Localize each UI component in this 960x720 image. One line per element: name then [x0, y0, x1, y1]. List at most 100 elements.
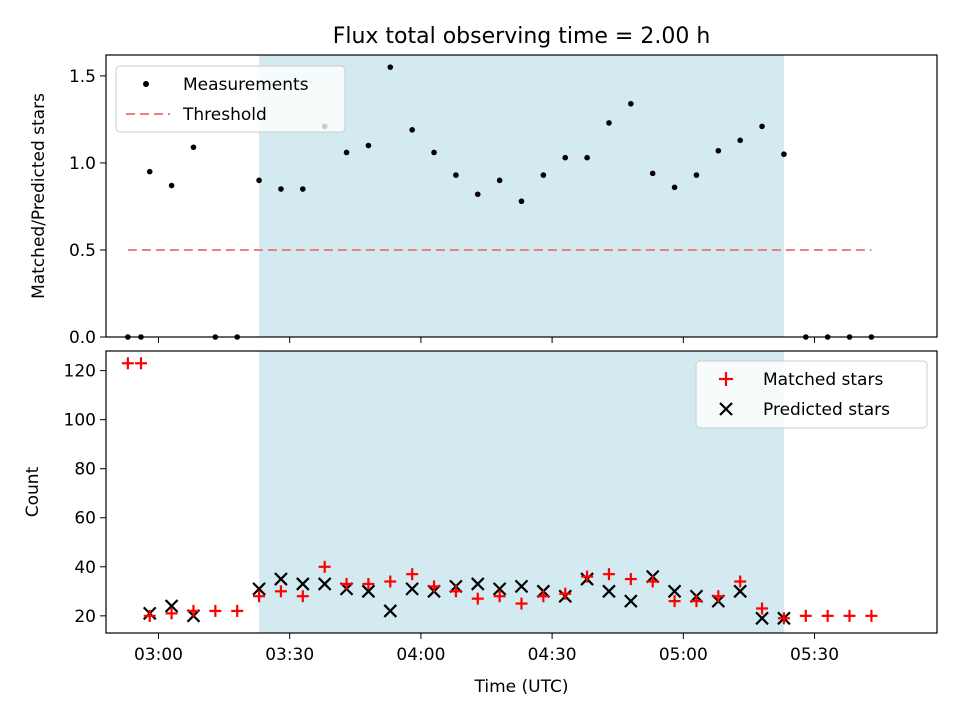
top-axes-frame [105, 54, 938, 338]
matched-stars-point [384, 575, 397, 588]
predicted-stars-point [317, 577, 332, 591]
y-tick-label: 120 [64, 362, 96, 382]
x-tick-label: 03:00 [134, 645, 183, 665]
matched-stars-point [602, 568, 615, 581]
measurement-point [518, 198, 525, 205]
top-y-axis-label: Matched/Predicted stars [29, 93, 49, 299]
bottom-legend: Matched stars Predicted stars [695, 360, 928, 429]
matched-stars-point [274, 585, 287, 598]
bottom-y-ticks: 20 40 60 80 100 120 [64, 362, 106, 627]
bottom-y-axis-label: Count [23, 466, 43, 517]
x-tick-label: 04:00 [396, 645, 445, 665]
legend-measurements-label: Measurements [183, 75, 309, 95]
matched-stars-point [624, 573, 637, 586]
measurement-point [474, 191, 481, 198]
matched-stars-point [537, 590, 550, 603]
matched-stars-point [253, 590, 266, 603]
measurement-point [693, 172, 700, 178]
matched-stars-point [406, 568, 419, 581]
measurement-point [628, 100, 634, 107]
measurement-point [781, 151, 787, 158]
measurement-point [671, 184, 678, 191]
predicted-stars-point [470, 577, 485, 591]
predicted-stars-point [296, 577, 310, 591]
matched-stars-point [296, 590, 309, 603]
matched-stars-point [821, 609, 834, 622]
top-observing-span [259, 55, 784, 337]
predicted-stars-point [492, 582, 507, 596]
matched-stars-point [318, 560, 331, 573]
bottom-legend-box [695, 360, 928, 429]
x-tick-label: 05:00 [659, 645, 708, 665]
predicted-stars-point [252, 582, 266, 596]
matched-stars-point [121, 357, 134, 370]
measurement-point [256, 177, 262, 184]
y-tick-label: 60 [74, 509, 96, 529]
matched-stars-points [121, 357, 878, 625]
matched-stars-point [734, 575, 747, 588]
measurement-point [190, 144, 197, 151]
legend-matched-marker [719, 372, 733, 386]
x-axis-label: Time (UTC) [474, 677, 569, 697]
measurement-point [146, 168, 153, 175]
legend-predicted-label: Predicted stars [763, 400, 890, 420]
matched-stars-point [493, 590, 506, 603]
matched-stars-point [777, 612, 790, 625]
predicted-stars-point [667, 584, 682, 599]
matched-stars-point [646, 575, 659, 588]
matched-stars-point [712, 590, 725, 603]
predicted-stars-point [733, 584, 747, 599]
legend-threshold-label: Threshold [182, 105, 267, 125]
predicted-stars-point [405, 582, 419, 596]
matched-stars-point [756, 602, 769, 615]
x-tick-label: 04:30 [528, 645, 577, 665]
predicted-stars-point [624, 594, 638, 608]
predicted-stars-point [602, 584, 616, 599]
measurement-point [168, 182, 175, 189]
x-tick-label: 03:30 [265, 645, 314, 665]
measurement-point [496, 177, 503, 184]
measurement-point [606, 120, 612, 126]
chart-title: Flux total observing time = 2.00 h [333, 24, 711, 49]
x-tick-label: 05:30 [790, 645, 839, 665]
measurement-point [759, 123, 765, 130]
y-tick-label: 1.0 [69, 154, 96, 174]
predicted-stars-point [514, 579, 529, 594]
y-tick-label: 20 [74, 607, 96, 627]
measurement-point [387, 64, 394, 70]
matched-stars-point [471, 592, 484, 605]
y-tick-label: 0.0 [69, 328, 96, 348]
matched-stars-point [843, 609, 856, 622]
measurement-point [409, 127, 415, 133]
measurement-point [737, 137, 743, 144]
matched-stars-point [581, 570, 594, 583]
measurement-point [562, 154, 569, 161]
legend-measurements-marker [143, 81, 149, 87]
matched-stars-point [209, 604, 222, 617]
matched-stars-point [187, 604, 200, 617]
measurement-point [453, 172, 459, 178]
matched-stars-point [165, 607, 178, 620]
y-tick-label: 0.5 [69, 241, 96, 261]
matched-stars-point [668, 595, 681, 608]
matched-stars-point [449, 585, 462, 598]
measurement-point [431, 149, 437, 156]
top-x-ticks [157, 337, 816, 343]
measurement-point [278, 186, 284, 192]
legend-predicted-marker [719, 402, 733, 416]
y-tick-label: 1.5 [69, 67, 96, 87]
measurement-point [540, 172, 547, 178]
matched-stars-point [559, 587, 572, 600]
top-legend: Measurements Threshold [115, 65, 346, 133]
legend-matched-label: Matched stars [763, 370, 883, 390]
matched-stars-point [690, 595, 703, 608]
matched-stars-point [231, 604, 244, 617]
y-tick-label: 40 [74, 558, 96, 578]
measurement-point [649, 170, 656, 177]
matched-stars-point [362, 577, 375, 590]
predicted-stars-point [755, 611, 769, 626]
matched-stars-point [799, 609, 812, 622]
matched-stars-point [865, 609, 878, 622]
measurement-point [715, 147, 722, 154]
top-panel: 0.0 0.5 1.0 1.5 Flux total observing time =… [29, 24, 938, 348]
